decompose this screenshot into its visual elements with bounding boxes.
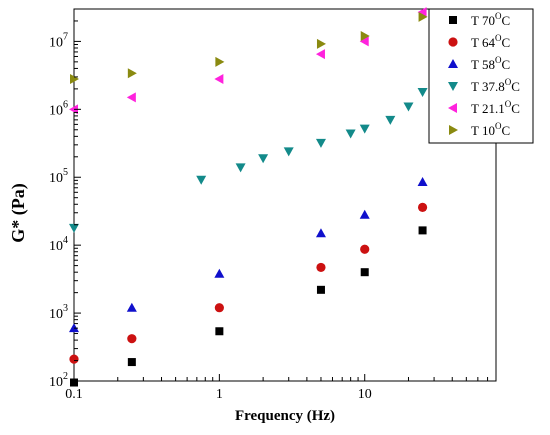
data-point bbox=[385, 115, 396, 125]
data-point bbox=[417, 177, 428, 187]
data-point bbox=[70, 378, 78, 387]
data-point bbox=[214, 303, 224, 313]
legend-marker bbox=[449, 16, 457, 24]
x-tick-label: 10 bbox=[358, 387, 372, 402]
series-4 bbox=[69, 7, 427, 115]
data-point bbox=[316, 285, 325, 294]
data-point bbox=[196, 175, 207, 185]
legend-label: T 70OC bbox=[471, 11, 510, 28]
data-marks bbox=[69, 7, 428, 387]
data-point bbox=[70, 73, 79, 84]
data-point bbox=[258, 154, 269, 164]
data-point bbox=[69, 354, 79, 364]
data-point bbox=[360, 31, 370, 42]
data-point bbox=[417, 7, 427, 18]
legend-label: T 64OC bbox=[471, 33, 510, 50]
legend-label: T 58OC bbox=[471, 55, 510, 72]
legend-box bbox=[428, 8, 534, 144]
data-point bbox=[69, 104, 78, 115]
series-1 bbox=[69, 202, 428, 364]
data-point bbox=[214, 73, 224, 84]
y-tick-label: 106 bbox=[49, 99, 68, 118]
data-point bbox=[360, 244, 370, 254]
y-tick-label: 107 bbox=[49, 31, 68, 50]
data-point bbox=[418, 11, 428, 22]
data-point bbox=[417, 202, 428, 212]
data-point bbox=[127, 334, 137, 344]
series-2 bbox=[69, 177, 428, 333]
x-axis-label: Frequency (Hz) bbox=[235, 408, 335, 424]
series-0 bbox=[70, 226, 427, 387]
data-point bbox=[283, 147, 294, 157]
data-point bbox=[403, 102, 414, 112]
legend-marker bbox=[448, 37, 458, 47]
data-point bbox=[235, 163, 246, 173]
legend-label: T 37.8OC bbox=[471, 77, 520, 94]
data-point bbox=[69, 223, 79, 233]
plot-frame bbox=[73, 8, 497, 382]
x-tick-label: 1 bbox=[216, 387, 223, 402]
y-tick-label: 103 bbox=[49, 303, 68, 322]
data-point bbox=[126, 92, 136, 103]
data-point bbox=[214, 268, 225, 278]
series-3 bbox=[69, 87, 428, 233]
legend-marker bbox=[448, 103, 457, 113]
legend-marker bbox=[448, 59, 458, 68]
data-point bbox=[359, 36, 369, 47]
data-point bbox=[417, 87, 428, 97]
data-point bbox=[215, 327, 224, 336]
series-5 bbox=[70, 11, 428, 84]
legend-label: T 10OC bbox=[471, 121, 510, 138]
y-tick-label: 104 bbox=[49, 235, 68, 254]
data-point bbox=[127, 68, 137, 79]
data-point bbox=[215, 56, 225, 67]
y-tick-label: 105 bbox=[49, 167, 68, 186]
data-point bbox=[126, 302, 137, 312]
legend-marker bbox=[448, 82, 458, 91]
data-point bbox=[418, 226, 427, 235]
data-point bbox=[316, 38, 326, 49]
data-point bbox=[316, 262, 326, 273]
axes: 0.1 1 10 102 103 104 105 106 107 bbox=[49, 8, 497, 402]
data-point bbox=[345, 129, 356, 139]
data-point bbox=[127, 358, 136, 367]
data-point bbox=[315, 138, 326, 148]
x-tick-label: 0.1 bbox=[65, 387, 83, 402]
y-tick-label: 102 bbox=[49, 371, 68, 390]
data-point bbox=[315, 228, 326, 238]
data-point bbox=[359, 209, 370, 219]
legend: T 70OC T 64OC T 58OC T 37.8OC T 21.1OC T 10OC bbox=[428, 8, 534, 144]
y-axis-label: G* (Pa) bbox=[8, 183, 29, 242]
data-point bbox=[315, 49, 325, 60]
legend-label: T 21.1OC bbox=[471, 99, 520, 116]
data-point bbox=[359, 124, 370, 134]
data-point bbox=[360, 268, 369, 277]
legend-marker bbox=[449, 125, 458, 135]
